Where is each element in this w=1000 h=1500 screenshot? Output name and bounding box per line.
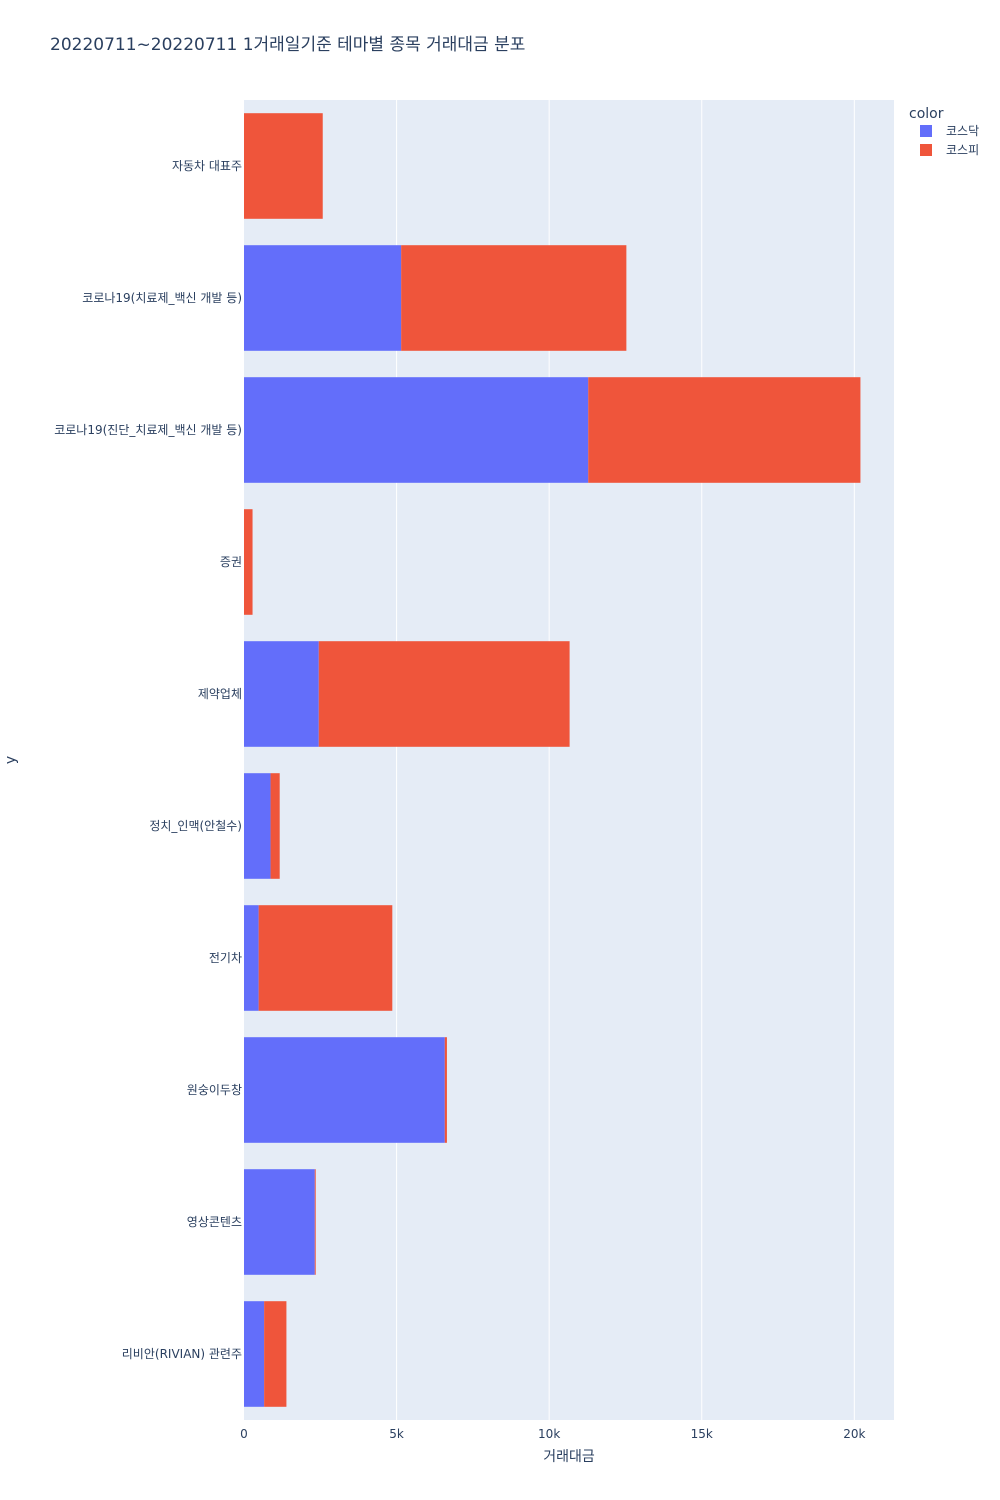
bars: [244, 113, 861, 1407]
bar-segment[interactable]: [258, 905, 393, 1011]
bar-segment[interactable]: [318, 641, 570, 747]
bar-segment[interactable]: [244, 641, 319, 747]
y-tick-label: 영상콘텐츠: [187, 1215, 242, 1229]
x-tick-label: 5k: [389, 1427, 404, 1441]
bar-segment[interactable]: [244, 113, 323, 219]
legend-item-label[interactable]: 코스피: [946, 143, 979, 157]
bar-segment[interactable]: [270, 773, 280, 879]
x-axis-title: 거래대금: [543, 1449, 595, 1465]
bar-segment[interactable]: [244, 1301, 265, 1407]
bar-segment[interactable]: [444, 1037, 447, 1143]
x-axis-ticks: 0 5k 10k 15k 20k: [240, 1427, 865, 1441]
bar-segment[interactable]: [244, 773, 271, 879]
y-tick-label: 자동차 대표주: [172, 159, 242, 173]
x-tick-label: 10k: [538, 1427, 560, 1441]
bar-segment[interactable]: [244, 245, 402, 351]
x-tick-label: 0: [240, 1427, 248, 1441]
y-axis-title: y: [3, 756, 19, 764]
y-tick-label: 정치_인맥(안철수): [149, 819, 242, 833]
bar-segment[interactable]: [244, 905, 259, 1011]
legend-swatch[interactable]: [920, 125, 932, 137]
x-tick-label: 15k: [691, 1427, 713, 1441]
y-tick-label: 리비안(RIVIAN) 관련주: [122, 1347, 242, 1361]
y-tick-label: 코로나19(진단_치료제_백신 개발 등): [54, 423, 242, 437]
legend-item-label[interactable]: 코스닥: [946, 124, 979, 138]
legend-title: color: [909, 106, 944, 122]
bar-segment[interactable]: [244, 509, 253, 615]
bar-segment[interactable]: [244, 1169, 315, 1275]
y-tick-label: 제약업체: [198, 686, 242, 701]
bar-segment[interactable]: [244, 1037, 445, 1143]
y-tick-label: 전기차: [209, 951, 242, 965]
bar-segment[interactable]: [588, 377, 861, 483]
bar-segment[interactable]: [314, 1169, 316, 1275]
y-tick-label: 원숭이두창: [187, 1083, 242, 1097]
bar-segment[interactable]: [264, 1301, 287, 1407]
bar-segment[interactable]: [244, 377, 589, 483]
bar-segment[interactable]: [401, 245, 627, 351]
y-tick-label: 증권: [220, 555, 242, 569]
x-tick-label: 20k: [843, 1427, 865, 1441]
y-tick-label: 코로나19(치료제_백신 개발 등): [82, 291, 242, 305]
legend-swatch[interactable]: [920, 144, 932, 156]
chart-title: 20220711~20220711 1거래일기준 테마별 종목 거래대금 분포: [50, 35, 525, 55]
